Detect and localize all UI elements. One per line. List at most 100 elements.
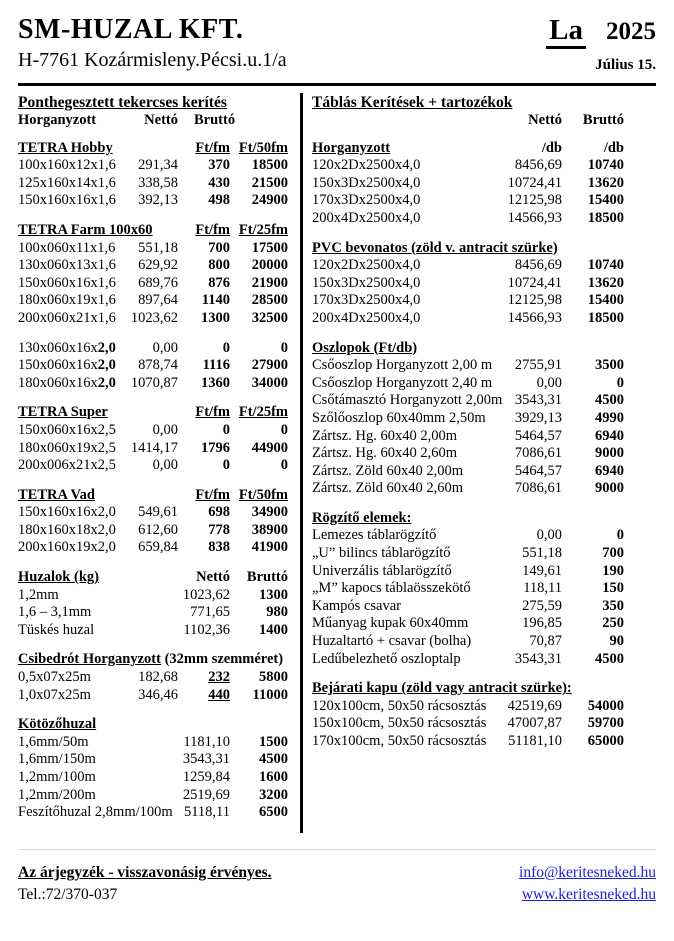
product-label: 150x060x16x2,5 (18, 421, 116, 438)
product-label: Huzaltartó + csavar (bolha) (312, 633, 472, 650)
brutto-value: 150 (602, 580, 624, 597)
header-right: La 2025 Július 15. (546, 12, 656, 74)
product-label: 200x4Dx2500x4,0 (312, 209, 421, 226)
brutto-value: 21500 (251, 174, 288, 191)
product-label: 150x3Dx2500x4,0 (312, 174, 421, 191)
netto-value (128, 769, 178, 787)
netto-value: 0,00 (152, 457, 178, 474)
unit-price-value: 778 (208, 521, 230, 538)
netto-value: 8456,69 (514, 157, 562, 174)
product-label: „M” kapocs táblaösszekötő (312, 580, 471, 597)
unit-header-col3: Ft/fm (195, 139, 230, 156)
brutto-value: 54000 (587, 697, 624, 714)
brutto-value: 4990 (595, 409, 624, 426)
page-footer: Az árjegyzék - visszavonásig érvényes. T… (18, 849, 656, 906)
netto-value: 629,92 (138, 257, 178, 274)
brutto-value: 90 (609, 633, 625, 650)
brutto-value: 38900 (251, 521, 288, 538)
unit-header-col3: Ft/fm (195, 221, 230, 238)
group-name: Huzalok (kg) (18, 569, 178, 587)
table-row: 200x4Dx2500x4,0 14566,93 18500 (312, 210, 656, 228)
left-groups-container: TETRA Hobby Ft/fm Ft/50fm 100x160x12x1,6 291… (18, 140, 300, 822)
table-row: Műanyag kupak 60x40mm 196,85 250 (312, 615, 656, 633)
table-row: Csőoszlop Horganyzott 2,00 m 2755,91 3500 (312, 357, 656, 375)
product-group: Horganyzott/db/db 120x2Dx2500x4,0 8456,69 1… (312, 140, 656, 228)
unit-price-value: 440 (208, 686, 230, 703)
netto-value: 14566,93 (507, 209, 562, 226)
table-row: 180x160x18x2,0 612,60 778 38900 (18, 522, 300, 540)
unit-price-value: 0 (222, 457, 230, 474)
product-label: Műanyag kupak 60x40mm (312, 615, 469, 632)
group-name-text: TETRA Farm 100x60 (18, 221, 153, 238)
product-group: TETRA Hobby Ft/fm Ft/50fm 100x160x12x1,6 291… (18, 140, 300, 210)
group-name: PVC bevonatos (zöld v. antracit szürke) (312, 240, 624, 258)
brutto-value: 13620 (587, 174, 624, 191)
brutto-value: 700 (602, 545, 624, 562)
table-row: 120x2Dx2500x4,0 8456,69 10740 (312, 157, 656, 175)
unit-price-value: 800 (208, 257, 230, 274)
email-link[interactable]: info@keritesneked.hu (519, 864, 656, 881)
product-label: 120x100cm, 50x50 rácsosztás (312, 697, 487, 714)
product-group: PVC bevonatos (zöld v. antracit szürke) 1… (312, 240, 656, 328)
group-header-row: Huzalok (kg) Nettó Bruttó (18, 569, 300, 587)
netto-value: 659,84 (138, 539, 178, 556)
product-label: „U” bilincs táblarögzítő (312, 545, 451, 562)
product-label: Zártsz. Zöld 60x40 2,00m (312, 462, 464, 479)
unit-price-value: 1116 (202, 357, 230, 374)
product-label: 200x006x21x2,5 (18, 457, 116, 474)
table-row: Huzaltartó + csavar (bolha) 70,87 90 (312, 633, 656, 651)
product-label: 170x3Dx2500x4,0 (312, 292, 421, 309)
product-group: Oszlopok (Ft/db) Csőoszlop Horganyzott 2,… (312, 340, 656, 498)
group-header-row: TETRA Vad Ft/fm Ft/50fm (18, 487, 300, 505)
product-label: Univerzális táblarögzítő (312, 562, 452, 579)
brutto-value: 34000 (251, 374, 288, 391)
unit-price-value: 232 (208, 669, 230, 686)
group-name: TETRA Vad (18, 487, 178, 505)
group-name: Oszlopok (Ft/db) (312, 340, 624, 358)
brutto-value: 0 (616, 527, 624, 544)
table-row: 150x160x16x2,0 549,61 698 34900 (18, 504, 300, 522)
unit-header-brutto: /db (603, 139, 624, 156)
netto-value: 1070,87 (130, 374, 178, 391)
product-label: 130x060x16x2,0 (18, 339, 116, 356)
group-name-text: Rögzítő elemek: (312, 509, 412, 526)
unit-price-value: 700 (208, 239, 230, 256)
group-name-text: Oszlopok (Ft/db) (312, 339, 418, 356)
brutto-value: 1500 (259, 733, 288, 750)
unit-price-value: 370 (208, 157, 230, 174)
brutto-value: 0 (280, 339, 288, 356)
brutto-value: 1600 (259, 769, 288, 785)
table-row: 100x160x12x1,6 291,34 370 18500 (18, 157, 300, 175)
brutto-value: 10740 (587, 257, 624, 274)
column-divider-rule (300, 93, 303, 833)
table-row: Szőlőoszlop 60x40mm 2,50m 3929,13 4990 (312, 410, 656, 428)
netto-value: 2755,91 (514, 357, 562, 374)
brutto-value: 6940 (595, 462, 624, 479)
brutto-value: 44900 (251, 439, 288, 456)
unit-header-col4: Ft/50fm (238, 486, 288, 503)
netto-value (128, 734, 178, 752)
table-row: 200x4Dx2500x4,0 14566,93 18500 (312, 310, 656, 328)
column-header-brutto: Bruttó (582, 112, 624, 128)
table-row: 1,0x07x25m 346,46 440 11000 (18, 687, 300, 705)
table-row: 1,2mm 1023,62 1300 (18, 587, 300, 605)
unit-price-value: 876 (208, 274, 230, 291)
group-header-row: Horganyzott/db/db (312, 140, 656, 158)
table-row: Lemezes táblarögzítő 0,00 0 (312, 527, 656, 545)
table-row: 120x2Dx2500x4,0 8456,69 10740 (312, 257, 656, 275)
brutto-value: 28500 (251, 292, 288, 309)
product-label: Ledűbelezhető oszloptalp (312, 650, 461, 667)
product-label: 120x2Dx2500x4,0 (312, 157, 421, 174)
table-row: „U” bilincs táblarögzítő 551,18 700 (312, 545, 656, 563)
group-header-row: TETRA Farm 100x60 Ft/fm Ft/25fm (18, 222, 300, 240)
netto-value: 10724,41 (507, 174, 562, 191)
netto-value: 149,61 (522, 562, 562, 579)
product-label: Feszítőhuzal 2,8mm/100m (18, 804, 173, 821)
brutto-value: 980 (266, 604, 288, 621)
brutto-value: 1400 (259, 621, 288, 638)
website-link[interactable]: www.keritesneked.hu (521, 886, 656, 903)
product-label: Csőoszlop Horganyzott 2,40 m (312, 374, 493, 391)
unit-price-value: 3543,31 (182, 751, 230, 768)
table-row: 170x3Dx2500x4,0 12125,98 15400 (312, 292, 656, 310)
